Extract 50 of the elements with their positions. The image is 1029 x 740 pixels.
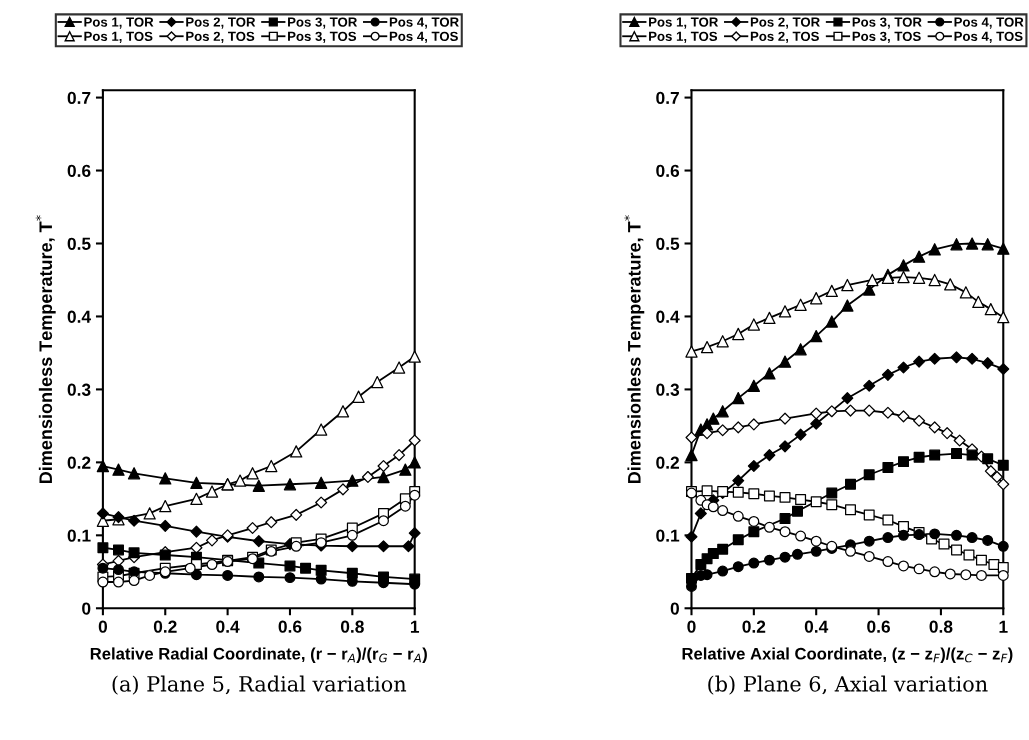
y-tick-label: 0.7 xyxy=(656,91,679,105)
y-tick-label: 0.2 xyxy=(67,456,91,469)
x-tick-label: 0.4 xyxy=(804,620,829,633)
legend-label: Pos 1, TOR xyxy=(84,17,154,29)
legend-label: Pos 3, TOR xyxy=(288,17,358,29)
x-tick-label: 0 xyxy=(98,620,108,633)
legend-label: Pos 2, TOR xyxy=(750,17,820,29)
y-tick-label: 0 xyxy=(82,602,91,615)
legend-label: Pos 3, TOS xyxy=(852,31,921,43)
y-tick-label: 0.3 xyxy=(656,383,680,396)
legend-label: Pos 3, TOS xyxy=(288,31,357,43)
x-tick-label: 1 xyxy=(999,620,1008,633)
x-tick-label: 0.8 xyxy=(340,620,364,633)
y-tick-label: 0.6 xyxy=(656,164,680,177)
text: (b) Plane 6, Axial variation xyxy=(708,675,988,695)
legend-label: Pos 2, TOR xyxy=(186,17,256,29)
legend-label: Pos 4, TOR xyxy=(954,17,1024,29)
y-tick-label: 0.7 xyxy=(67,91,91,105)
x-axis-title: Relative Radial Coordinate, (r − r$_{A}$)/(r$_{G}$ − r$_{A}$) xyxy=(90,647,427,663)
y-tick-label: 0.1 xyxy=(656,529,680,542)
x-tick-label: 0 xyxy=(687,620,696,633)
y-axis-title: Dimensionless Temperature, T$^{*}$ xyxy=(624,215,645,484)
legend-label: Pos 4, TOS xyxy=(389,31,458,43)
y-tick-label: 0.4 xyxy=(656,310,680,323)
x-tick-label: 0.8 xyxy=(929,620,953,633)
y-tick-label: 0.5 xyxy=(656,237,680,250)
legend-label: Pos 4, TOR xyxy=(389,17,459,29)
legend-label: Pos 3, TOR xyxy=(852,17,922,29)
y-tick-label: 0.3 xyxy=(67,383,91,396)
y-tick-label: 0.5 xyxy=(67,237,91,250)
y-axis-title: Dimensionless Temperature, T$^{*}$ xyxy=(35,215,56,484)
y-tick-label: 0.2 xyxy=(656,456,679,469)
y-tick-label: 0.4 xyxy=(67,310,91,323)
x-tick-label: 0.4 xyxy=(216,620,240,633)
x-tick-label: 0.2 xyxy=(153,620,177,633)
x-tick-label: 0.6 xyxy=(867,620,890,633)
legend-label: Pos 1, TOS xyxy=(84,31,153,43)
legend-label: Pos 1, TOR xyxy=(649,17,719,29)
x-tick-label: 0.6 xyxy=(278,620,302,633)
legend-label: Pos 2, TOS xyxy=(750,31,819,43)
y-tick-label: 0 xyxy=(670,602,679,615)
legend-label: Pos 1, TOS xyxy=(649,31,718,43)
y-tick-label: 0.1 xyxy=(67,529,91,542)
y-tick-label: 0.6 xyxy=(67,164,91,177)
x-tick-label: 1 xyxy=(410,620,420,633)
x-tick-label: 0.2 xyxy=(742,620,766,633)
legend-label: Pos 2, TOS xyxy=(186,31,255,43)
text: (a) Plane 5, Radial variation xyxy=(112,675,407,695)
legend-label: Pos 4, TOS xyxy=(954,31,1023,43)
x-axis-title: Relative Axial Coordinate, (z − z$_{F}$)/(z$_{C}$ − z$_{F}$) xyxy=(682,647,1013,663)
